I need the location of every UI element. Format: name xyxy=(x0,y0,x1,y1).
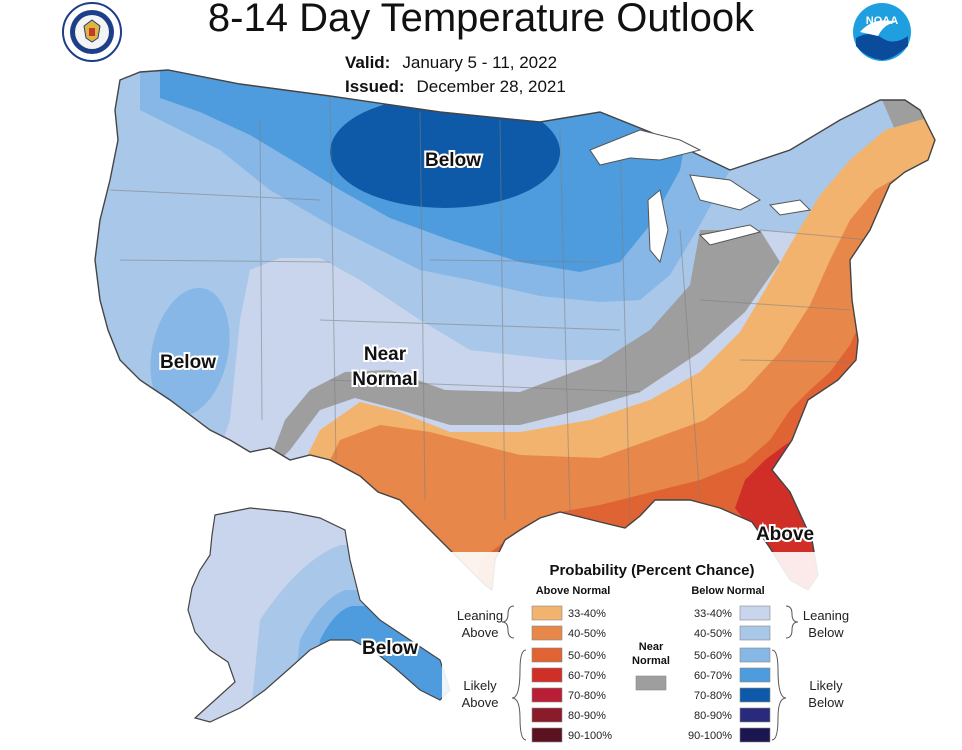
issued-label: Issued: xyxy=(345,77,405,96)
legend-below-row-7: 90-100% xyxy=(688,730,732,742)
issued-date: December 28, 2021 xyxy=(416,77,566,96)
legend-swatch-above-50-60 xyxy=(531,647,563,663)
legend-braces xyxy=(501,605,799,741)
legend-swatch-above-90-100 xyxy=(531,727,563,743)
alaska-outline xyxy=(187,507,451,723)
legend-below-row-6: 80-90% xyxy=(694,710,732,722)
legend-leaning-above-line1: Leaning xyxy=(457,608,503,623)
legend-above-header: Above Normal xyxy=(536,585,611,597)
legend-swatch-below-50-60 xyxy=(739,647,771,663)
legend-likely-below-line2: Below xyxy=(808,695,844,710)
valid-line: Valid: January 5 - 11, 2022 xyxy=(345,53,557,73)
legend-leaning-above-line2: Above xyxy=(462,625,499,640)
alaska-map xyxy=(188,508,450,722)
zone-near-normal xyxy=(270,230,780,470)
legend-above-row-2: 40-50% xyxy=(568,628,606,640)
legend-below-row-1: 33-40% xyxy=(694,608,732,620)
zone-below-50-60-west xyxy=(150,287,230,417)
legend-below-row-2: 40-50% xyxy=(694,628,732,640)
label-below-alaska: Below xyxy=(362,638,418,659)
legend-below-row-3: 50-60% xyxy=(694,650,732,662)
legend-swatch-below-70-80 xyxy=(739,687,771,703)
issued-line: Issued: December 28, 2021 xyxy=(345,77,566,97)
valid-label: Valid: xyxy=(345,53,391,72)
legend-likely-above-line1: Likely xyxy=(463,678,497,693)
legend: Probability (Percent Chance) Above Norma… xyxy=(442,552,856,748)
noaa-logo-text: NOAA xyxy=(866,15,898,27)
label-near-normal-line1: Near xyxy=(364,344,407,365)
great-lakes xyxy=(589,129,812,264)
valid-dates: January 5 - 11, 2022 xyxy=(402,53,558,72)
legend-below-row-5: 70-80% xyxy=(694,690,732,702)
legend-swatch-above-70-80 xyxy=(531,687,563,703)
legend-above-row-6: 80-90% xyxy=(568,710,606,722)
legend-above-row-7: 90-100% xyxy=(568,730,612,742)
legend-above-row-5: 70-80% xyxy=(568,690,606,702)
conus-outline xyxy=(94,69,936,592)
legend-above-row-3: 50-60% xyxy=(568,650,606,662)
legend-leaning-below-line1: Leaning xyxy=(803,608,849,623)
legend-title: Probability (Percent Chance) xyxy=(549,562,754,579)
legend-swatch-above-33-40 xyxy=(531,605,563,621)
label-above: Above xyxy=(756,524,814,545)
legend-swatch-below-60-70 xyxy=(739,667,771,683)
page-title: 8-14 Day Temperature Outlook xyxy=(207,0,755,40)
legend-swatch-above-40-50 xyxy=(531,625,563,641)
legend-swatch-below-40-50 xyxy=(739,625,771,641)
label-near-normal-line2: Normal xyxy=(352,369,417,390)
legend-swatch-above-60-70 xyxy=(531,667,563,683)
state-borders xyxy=(109,95,871,521)
legend-likely-below-line1: Likely xyxy=(809,678,843,693)
legend-near-line2: Normal xyxy=(632,655,670,667)
legend-swatch-below-90-100 xyxy=(739,727,771,743)
legend-swatch-near-normal xyxy=(635,675,667,691)
label-below-west: Below xyxy=(160,352,216,373)
zone-below-70-80 xyxy=(330,96,560,208)
doc-seal-icon xyxy=(62,2,122,62)
noaa-logo-icon: NOAA xyxy=(853,3,911,61)
legend-below-header: Below Normal xyxy=(691,585,764,597)
legend-likely-above-line2: Above xyxy=(462,695,499,710)
legend-swatch-below-33-40 xyxy=(739,605,771,621)
legend-above-row-1: 33-40% xyxy=(568,608,606,620)
legend-swatch-below-80-90 xyxy=(739,707,771,723)
legend-background xyxy=(442,552,856,748)
legend-above-row-4: 60-70% xyxy=(568,670,606,682)
legend-swatch-above-80-90 xyxy=(531,707,563,723)
legend-below-row-4: 60-70% xyxy=(694,670,732,682)
legend-near-line1: Near xyxy=(639,641,664,653)
label-below-north: Below xyxy=(425,150,481,171)
legend-leaning-below-line2: Below xyxy=(808,625,844,640)
